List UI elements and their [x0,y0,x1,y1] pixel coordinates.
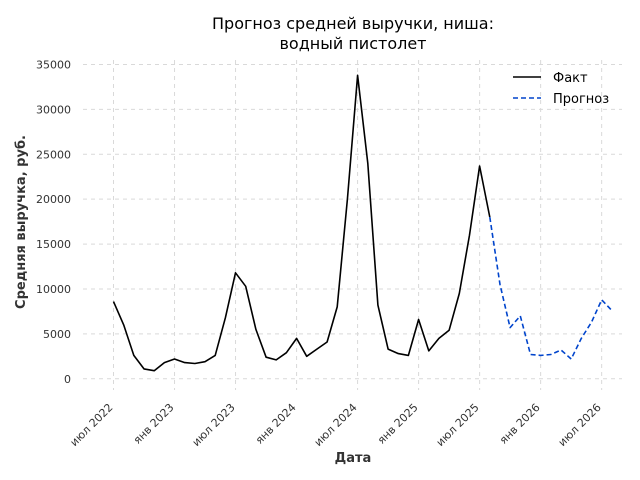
x-tick-label: янв 2026 [497,401,543,447]
x-tick-label: июл 2024 [312,401,360,449]
y-tick-label: 10000 [36,283,71,296]
x-tick-label: июл 2026 [556,401,604,449]
series [112,74,613,372]
x-tick-label: янв 2023 [131,401,177,447]
x-tick-label: июл 2025 [434,401,482,449]
legend-label-forecast: Прогноз [553,92,609,107]
x-tick-label: янв 2025 [375,401,421,447]
grid [83,60,622,390]
y-tick-label: 25000 [36,148,71,161]
title: Прогноз средней выручки, ниша: водный пи… [212,14,494,53]
series-line-forecast [489,216,613,360]
y-axis-label: Средняя выручка, руб. [14,135,29,309]
y-tick-label: 35000 [36,58,71,71]
x-axis-ticks: июл 2022 янв 2023 июл 2023 янв 2024 июл 2024… [68,401,604,449]
y-tick-label: 15000 [36,238,71,251]
y-tick-label: 5000 [43,328,71,341]
y-tick-label: 30000 [36,103,71,116]
x-tick-label: июл 2023 [190,401,238,449]
y-tick-label: 0 [64,373,71,386]
legend: Факт Прогноз [513,71,609,107]
series-line-fact [112,74,491,372]
x-axis-label: Дата [335,451,372,466]
legend-label-fact: Факт [553,71,588,86]
x-tick-label: янв 2024 [253,401,299,447]
y-axis-ticks: 0 5000 10000 15000 20000 25000 30000 35000 [36,58,71,385]
y-tick-label: 20000 [36,193,71,206]
title-line-2: водный пистолет [279,34,426,53]
title-line-1: Прогноз средней выручки, ниша: [212,14,494,33]
x-tick-label: июл 2022 [68,401,116,449]
